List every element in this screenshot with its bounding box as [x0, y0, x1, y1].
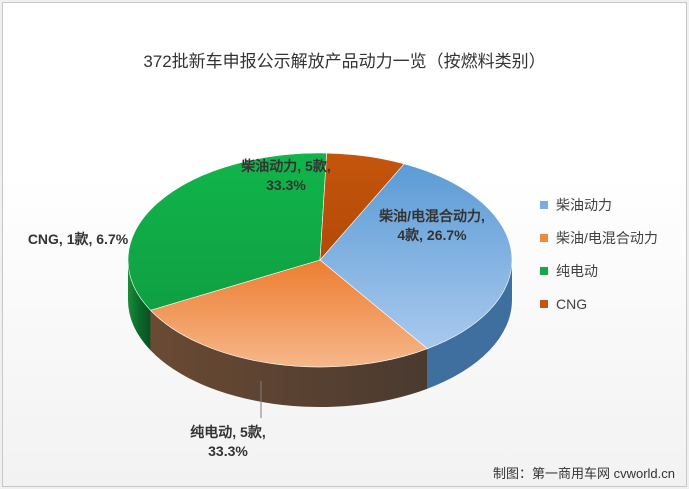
chart-title: 372批新车申报公示解放产品动力一览（按燃料类别） — [143, 52, 546, 71]
legend-item-hybrid: 柴油/电混合动力 — [540, 221, 658, 254]
pie-slice-side — [427, 260, 512, 389]
legend-label: 柴油/电混合动力 — [556, 229, 658, 246]
pie-slice-side — [150, 310, 428, 408]
credit-text: 制图：第一商用车网 cvworld.cn — [492, 466, 675, 481]
legend-item-diesel: 柴油动力 — [540, 188, 658, 221]
data-label: CNG, 1款, 6.7% — [28, 231, 129, 247]
legend-swatch — [540, 200, 548, 209]
data-label: 柴油动力, 5款, 33.3% — [240, 158, 330, 193]
legend-label: CNG — [556, 295, 588, 312]
legend-swatch — [540, 299, 548, 308]
pie-slice — [127, 152, 328, 311]
pie-slice — [319, 152, 405, 261]
legend-label: 柴油动力 — [556, 196, 612, 213]
data-label: 纯电动, 5款, 33.3% — [190, 424, 265, 459]
legend-item-electric: 纯电动 — [540, 254, 658, 287]
data-label: 柴油/电混合动力, 4款, 26.7% — [378, 208, 485, 243]
pie-slice — [319, 163, 513, 350]
legend-swatch — [540, 266, 548, 275]
legend: 柴油动力 柴油/电混合动力 纯电动 CNG — [540, 188, 658, 320]
legend-swatch — [540, 233, 548, 242]
legend-label: 纯电动 — [556, 262, 598, 279]
pie-slice — [149, 259, 428, 368]
pie-slice-side — [128, 260, 151, 351]
legend-item-cng: CNG — [540, 287, 658, 320]
